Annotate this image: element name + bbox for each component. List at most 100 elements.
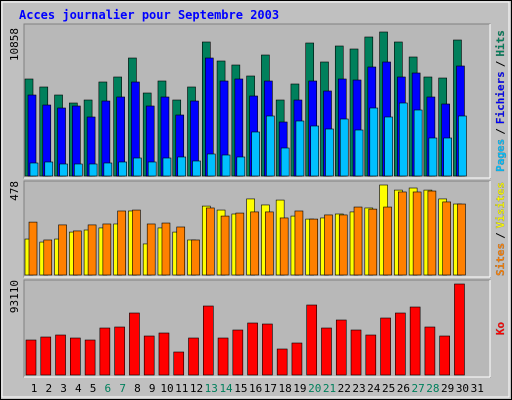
legend-separator: / bbox=[494, 128, 507, 135]
x-tick-label: 12 bbox=[190, 382, 203, 395]
x-tick-label: 22 bbox=[338, 382, 351, 395]
bar bbox=[265, 211, 274, 276]
x-tick-label: 17 bbox=[264, 382, 277, 395]
bar bbox=[58, 224, 67, 276]
bar bbox=[59, 163, 68, 177]
bar bbox=[217, 337, 229, 376]
legend-entry: Fichiers bbox=[494, 71, 507, 124]
bar bbox=[380, 317, 391, 376]
bar bbox=[188, 337, 199, 376]
bar bbox=[73, 230, 82, 276]
x-tick-label: 19 bbox=[293, 382, 306, 395]
bar bbox=[129, 312, 140, 376]
bar bbox=[44, 161, 54, 177]
bar bbox=[399, 102, 408, 177]
legend-entry: Ko bbox=[494, 322, 507, 336]
bar bbox=[354, 129, 364, 177]
bar bbox=[442, 201, 451, 276]
bar bbox=[457, 203, 466, 276]
legend: Pages / Fichiers / Hits bbox=[494, 30, 507, 172]
bar bbox=[350, 329, 362, 376]
x-tick-label: 7 bbox=[119, 382, 126, 395]
bar bbox=[70, 337, 81, 376]
legend-entry: Visites bbox=[494, 182, 507, 228]
x-tick-label: 13 bbox=[205, 382, 218, 395]
x-tick-label: 28 bbox=[426, 382, 439, 395]
y-tick-label: 10858 bbox=[8, 28, 21, 61]
bar bbox=[118, 161, 127, 177]
x-tick-label: 26 bbox=[397, 382, 410, 395]
y-tick-label: 478 bbox=[8, 181, 21, 201]
bar bbox=[325, 128, 334, 177]
bar bbox=[439, 335, 450, 376]
bar bbox=[368, 208, 378, 276]
legend: Sites / Visites bbox=[494, 182, 507, 276]
x-tick-label: 16 bbox=[249, 382, 262, 395]
bar bbox=[280, 147, 290, 177]
bar bbox=[162, 157, 172, 177]
x-tick-label: 15 bbox=[234, 382, 247, 395]
bar bbox=[132, 209, 141, 276]
bar bbox=[339, 118, 349, 177]
bar bbox=[235, 212, 245, 276]
bar bbox=[454, 283, 465, 376]
bar bbox=[220, 215, 230, 276]
x-tick-label: 2 bbox=[45, 382, 52, 395]
bar bbox=[28, 221, 38, 276]
bar bbox=[409, 306, 421, 376]
bar bbox=[262, 323, 273, 376]
x-tick-label: 10 bbox=[160, 382, 173, 395]
bar bbox=[276, 348, 288, 376]
x-tick-label: 11 bbox=[175, 382, 188, 395]
bar bbox=[206, 153, 216, 177]
bar bbox=[221, 154, 231, 177]
bar bbox=[147, 161, 157, 177]
bar bbox=[294, 210, 304, 276]
legend-entry: Hits bbox=[494, 30, 507, 57]
bar bbox=[146, 223, 156, 276]
bar bbox=[192, 160, 201, 177]
bar bbox=[295, 120, 305, 177]
legend-separator: / bbox=[494, 60, 507, 67]
bar bbox=[117, 210, 126, 276]
x-tick-label: 1 bbox=[31, 382, 38, 395]
bar bbox=[99, 327, 111, 376]
bar bbox=[205, 207, 215, 276]
bar bbox=[443, 137, 452, 177]
y-tick-label: 93110 bbox=[8, 280, 21, 313]
x-tick-label: 18 bbox=[279, 382, 292, 395]
x-tick-label: 24 bbox=[367, 382, 381, 395]
bar bbox=[412, 191, 422, 276]
bar bbox=[251, 131, 260, 177]
bar bbox=[310, 125, 320, 177]
bar bbox=[324, 214, 333, 276]
legend-separator: / bbox=[494, 232, 507, 239]
x-tick-label: 9 bbox=[149, 382, 156, 395]
bar bbox=[335, 319, 347, 376]
bar bbox=[40, 336, 52, 376]
bar bbox=[365, 334, 377, 376]
bar bbox=[158, 332, 170, 376]
bar bbox=[88, 163, 98, 177]
bar bbox=[413, 109, 423, 177]
bar bbox=[309, 218, 319, 276]
bar bbox=[247, 322, 258, 376]
bar bbox=[306, 304, 318, 376]
x-tick-label: 4 bbox=[75, 382, 82, 395]
legend-entry: Sites bbox=[494, 243, 507, 276]
bar bbox=[369, 107, 379, 177]
bar bbox=[176, 226, 186, 276]
bar bbox=[191, 239, 200, 276]
bar bbox=[133, 157, 142, 177]
bar bbox=[321, 327, 332, 376]
bar bbox=[202, 305, 214, 376]
bar bbox=[102, 223, 112, 276]
bar bbox=[384, 116, 393, 177]
bar bbox=[395, 312, 406, 376]
bar bbox=[84, 339, 96, 376]
bar bbox=[74, 163, 83, 177]
x-tick-label: 3 bbox=[60, 382, 67, 395]
bar bbox=[266, 115, 275, 177]
